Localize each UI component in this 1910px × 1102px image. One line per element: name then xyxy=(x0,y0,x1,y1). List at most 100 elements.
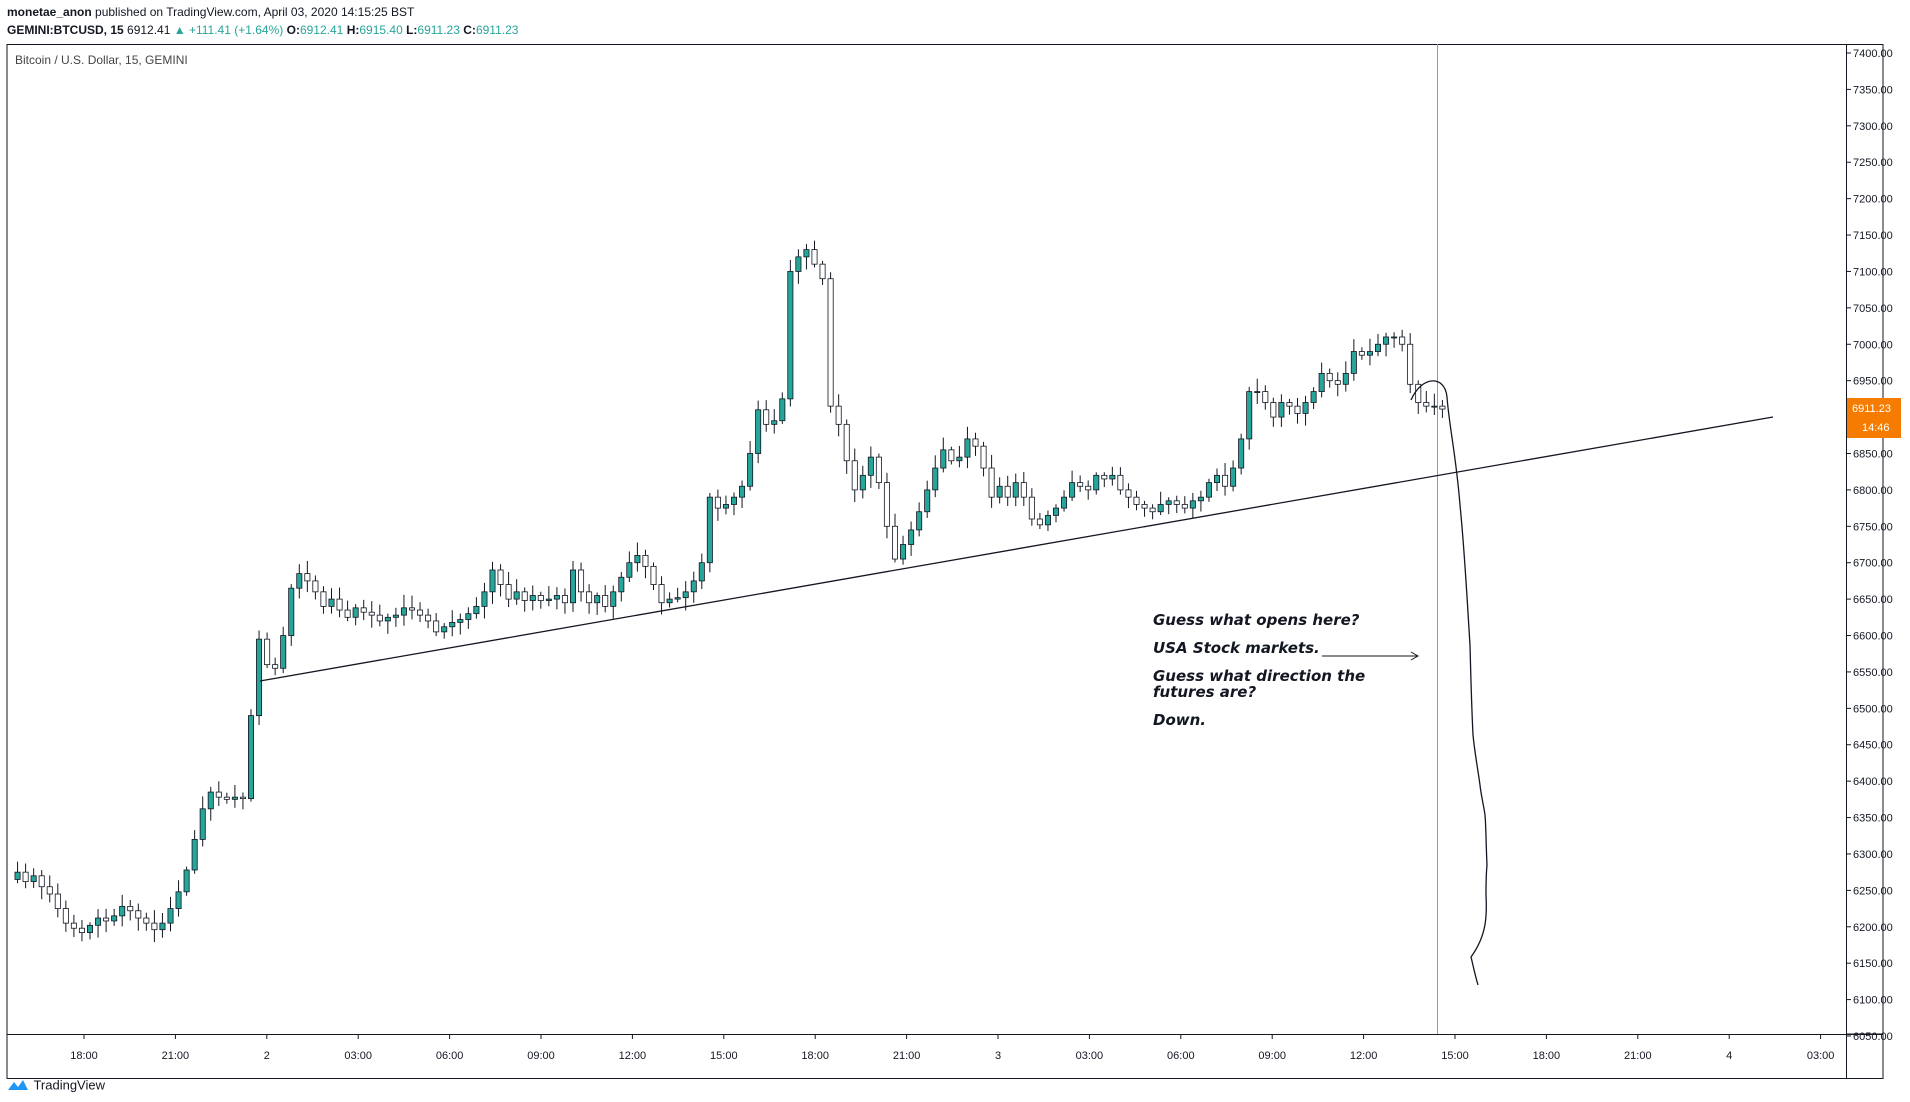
candle-down xyxy=(54,893,61,909)
candle-up xyxy=(1342,372,1349,385)
price-tick-label: 6400.00 xyxy=(1853,776,1893,788)
candle-down xyxy=(1294,405,1301,414)
candle-up xyxy=(473,605,480,615)
low-value: 6911.23 xyxy=(417,23,460,37)
author-name[interactable]: monetae_anon xyxy=(7,5,92,19)
time-tick-label: 06:00 xyxy=(436,1050,464,1062)
candle-up xyxy=(771,420,778,425)
candle-down xyxy=(1125,489,1132,498)
candle-up xyxy=(111,915,118,922)
price-tick-label: 7150.00 xyxy=(1853,230,1893,242)
price-tick-label: 6150.00 xyxy=(1853,958,1893,970)
candle-down xyxy=(1423,402,1430,407)
candle-down xyxy=(658,584,665,604)
candle-down xyxy=(360,607,367,613)
candle-up xyxy=(256,638,263,717)
candle-up xyxy=(867,456,874,476)
candle-down xyxy=(425,614,432,622)
candle-up xyxy=(1189,500,1196,509)
candle-up xyxy=(682,591,689,599)
candle-up xyxy=(803,249,810,258)
time-tick-label: 12:00 xyxy=(619,1050,647,1062)
candlestick-series xyxy=(14,240,1446,943)
candle-up xyxy=(1165,500,1172,505)
time-tick-label: 03:00 xyxy=(344,1050,372,1062)
candle-down xyxy=(1262,391,1269,403)
candle-up xyxy=(1197,496,1204,502)
price-tick-label: 7300.00 xyxy=(1853,121,1893,133)
candle-up xyxy=(175,891,182,909)
candle-up xyxy=(964,438,971,458)
candle-up xyxy=(30,875,37,883)
candle-up xyxy=(618,576,625,593)
candle-down xyxy=(336,598,343,611)
candle-up xyxy=(747,453,754,487)
candle-up xyxy=(481,591,488,607)
candle-up xyxy=(1061,496,1068,509)
candle-up xyxy=(610,591,617,607)
time-axis[interactable]: 18:00 21:00 2 03:00 06:00 09:00 12:00 15:00 18:0… xyxy=(70,1034,1834,1062)
time-tick-label: 18:00 xyxy=(1533,1050,1561,1062)
price-tick-label: 6100.00 xyxy=(1853,995,1893,1007)
candle-up xyxy=(1205,482,1212,498)
time-tick-label: 09:00 xyxy=(527,1050,555,1062)
annotation-guess-opens[interactable]: Guess what opens here? xyxy=(1153,611,1360,629)
candle-down xyxy=(819,263,826,280)
candle-up xyxy=(247,715,254,800)
candle-up xyxy=(1278,402,1285,418)
candle-down xyxy=(22,871,29,883)
candle-down xyxy=(239,796,246,800)
candle-down xyxy=(312,580,319,593)
candle-down xyxy=(304,573,311,582)
candle-down xyxy=(843,423,850,462)
high-label: H: xyxy=(346,23,360,37)
tradingview-logo[interactable]: TradingView xyxy=(7,1076,105,1094)
candle-down xyxy=(1222,474,1229,487)
candle-up xyxy=(1383,336,1390,345)
candle-up xyxy=(465,613,472,620)
annotation-usa-stock[interactable]: USA Stock markets. xyxy=(1153,639,1320,657)
countdown-label: 14:46 xyxy=(1862,422,1890,434)
candle-down xyxy=(972,438,979,447)
trendline[interactable] xyxy=(259,416,1774,682)
candle-up xyxy=(457,619,464,623)
candle-down xyxy=(1028,496,1035,520)
time-tick-label: 03:00 xyxy=(1807,1050,1835,1062)
candle-up xyxy=(1254,391,1261,393)
candle-down xyxy=(1173,500,1180,505)
last-price-label: 6911.23 xyxy=(1852,403,1891,415)
candle-down xyxy=(537,595,544,601)
candle-up xyxy=(731,496,738,505)
candle-down xyxy=(1101,474,1108,480)
candle-down xyxy=(811,249,818,265)
time-tick-label: 2 xyxy=(264,1050,270,1062)
candle-down xyxy=(151,922,158,931)
candle-up xyxy=(384,616,391,622)
freehand-projection[interactable] xyxy=(1410,380,1488,986)
candle-up xyxy=(489,569,496,593)
annotation-futures[interactable]: futures are? xyxy=(1153,683,1256,701)
annotation-guess-direction[interactable]: Guess what direction the xyxy=(1153,667,1365,685)
candle-down xyxy=(1117,474,1124,491)
time-tick-label: 09:00 xyxy=(1258,1050,1286,1062)
candle-up xyxy=(932,467,939,491)
price-axis[interactable]: 7400.00 7350.00 7300.00 7250.00 7200.00 7150.… xyxy=(1846,48,1893,1043)
low-label: L: xyxy=(406,23,418,37)
time-tick-label: 18:00 xyxy=(801,1050,829,1062)
time-tick-label: 21:00 xyxy=(1624,1050,1652,1062)
time-tick-label: 15:00 xyxy=(1441,1050,1469,1062)
candle-down xyxy=(1141,504,1148,509)
candle-up xyxy=(191,839,198,871)
price-tick-label: 7000.00 xyxy=(1853,339,1893,351)
tradingview-logo-icon xyxy=(8,1079,28,1090)
candle-down xyxy=(578,569,585,593)
price-tick-label: 7050.00 xyxy=(1853,303,1893,315)
annotation-down[interactable]: Down. xyxy=(1153,711,1206,729)
close-value: 6911.23 xyxy=(475,23,519,37)
symbol-label: GEMINI:BTCUSD, 15 xyxy=(7,23,124,37)
price-tick-label: 7100.00 xyxy=(1853,266,1893,278)
price-tick-label: 6050.00 xyxy=(1853,1031,1893,1043)
annotation-arrow[interactable] xyxy=(1322,651,1420,661)
candle-up xyxy=(95,917,102,926)
